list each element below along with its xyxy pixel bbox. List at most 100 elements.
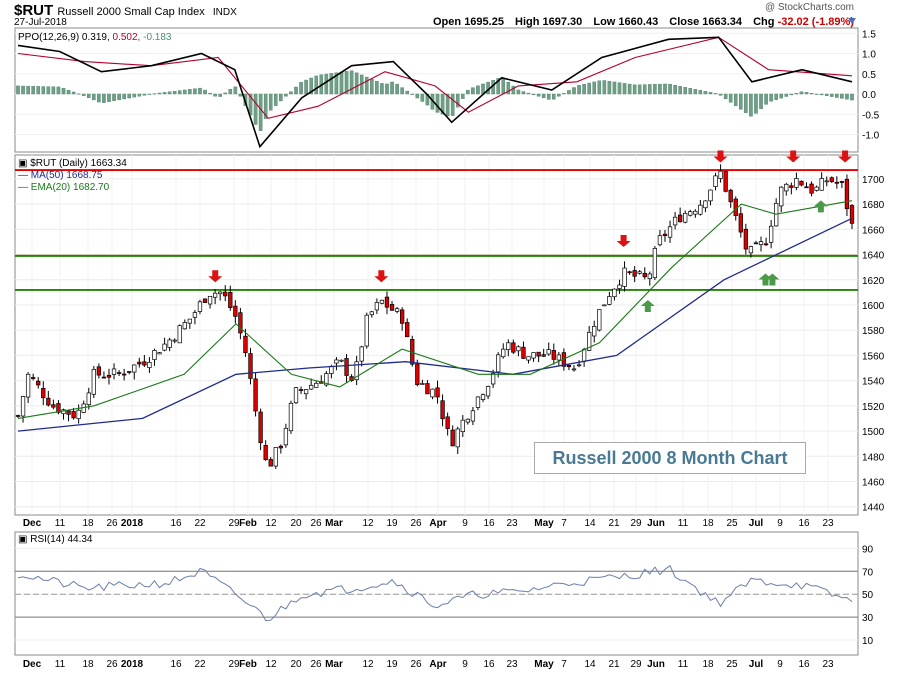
ppo-histogram-bar <box>658 83 662 95</box>
candle-body <box>212 292 218 298</box>
candle-body <box>455 428 460 448</box>
ppo-histogram-bar <box>273 93 278 106</box>
candle-body <box>849 205 855 224</box>
candle-body <box>536 351 541 357</box>
price-label-part: ▣ $RUT (Daily) 1663.34 <box>18 158 127 169</box>
ppo-histogram-bar <box>506 81 511 95</box>
x-axis-label: 11 <box>678 659 689 670</box>
ppo-histogram-bar <box>344 71 349 95</box>
candle-body <box>20 396 26 417</box>
candle-body <box>374 302 380 311</box>
candle-body <box>450 429 455 447</box>
candle-body <box>571 368 577 371</box>
ppo-label: PPO(12,26,9) 0.319, 0.502, -0.183 <box>18 32 172 43</box>
candle-body <box>41 388 46 399</box>
candle-body <box>152 350 157 360</box>
ppo-histogram-bar <box>410 93 415 95</box>
ppo-histogram-bar <box>294 86 298 95</box>
exchange: INDX <box>212 7 237 18</box>
price-tick-label: 1500 <box>862 427 885 438</box>
ppo-histogram-bar <box>132 93 137 98</box>
ppo-histogram-bar <box>744 93 748 113</box>
ppo-histogram-bar <box>749 93 753 117</box>
ppo-histogram-bar <box>466 89 470 95</box>
ppo-tick-label: 0.5 <box>862 70 876 81</box>
ppo-tick-label: -1.0 <box>862 131 880 142</box>
x-axis-label: 2018 <box>121 518 144 529</box>
x-axis-label: 12 <box>265 659 277 670</box>
up-arrow-marker <box>640 299 655 312</box>
ppo-histogram-bar <box>228 89 233 95</box>
ppo-histogram-bar <box>718 93 723 96</box>
candle-body <box>384 296 390 308</box>
candle-body <box>172 339 177 342</box>
down-arrow-marker <box>616 234 631 247</box>
candle-body <box>76 409 81 419</box>
x-axis-label: Feb <box>239 659 257 670</box>
x-axis-label: 19 <box>386 659 398 670</box>
ppo-histogram-bar <box>476 85 480 95</box>
annotation-text: Russell 2000 8 Month Chart <box>552 448 788 468</box>
candle-body <box>556 354 561 361</box>
candle-body <box>283 427 289 446</box>
candle-body <box>369 311 374 316</box>
ema20-line <box>17 200 853 419</box>
x-axis-label: 11 <box>55 518 66 529</box>
ppo-histogram-bar <box>678 86 682 95</box>
ppo-histogram-bar <box>71 91 76 95</box>
candle-body <box>758 241 764 245</box>
candle-body <box>566 364 572 368</box>
candle-body <box>344 358 349 376</box>
x-axis-label: 18 <box>702 518 714 529</box>
ppo-histogram-bar <box>551 93 556 100</box>
chevron-down-icon[interactable] <box>848 18 856 24</box>
candle-body <box>71 411 76 419</box>
ppo-histogram-bar <box>324 73 329 95</box>
x-axis-label: 12 <box>362 659 374 670</box>
ppo-histogram-bar <box>450 93 455 116</box>
candle-body <box>228 292 233 309</box>
candle-body <box>642 272 647 278</box>
candle-body <box>405 322 410 338</box>
x-axis-label: 16 <box>483 518 495 529</box>
ppo-histogram-bar <box>127 93 131 99</box>
ppo-histogram-bar <box>693 89 698 95</box>
candle-body <box>627 271 632 274</box>
open-label: Open <box>433 16 462 28</box>
ppo-histogram-bar <box>263 93 268 119</box>
candle-body <box>56 403 61 413</box>
ppo-histogram-bar <box>587 82 591 95</box>
candle-body <box>187 318 193 324</box>
ppo-histogram-bar <box>617 82 622 95</box>
x-axis-label: 12 <box>265 518 277 529</box>
x-axis-label: 29 <box>228 659 240 670</box>
ppo-histogram-bar <box>26 85 30 95</box>
down-arrow-marker <box>374 270 389 283</box>
candle-body <box>708 189 713 202</box>
candle-body <box>819 178 824 191</box>
candle-body <box>394 308 400 312</box>
ppo-histogram-bar <box>142 93 147 96</box>
ppo-histogram-bar <box>309 77 313 95</box>
chart-date: 27-Jul-2018 <box>14 17 67 28</box>
ppo-histogram-bar <box>233 86 238 95</box>
panel-frame <box>14 27 859 153</box>
ppo-histogram-bar <box>824 93 829 96</box>
ppo-histogram-bar <box>835 93 839 98</box>
candle-body <box>202 298 208 303</box>
ppo-histogram-bar <box>188 89 192 95</box>
candle-body <box>389 304 395 311</box>
rsi-tick-label: 70 <box>862 567 874 578</box>
close-label: Close <box>669 16 700 28</box>
candle-body <box>470 410 476 422</box>
ppo-histogram-bar <box>774 93 778 100</box>
ppo-histogram-bar <box>375 81 379 95</box>
ppo-histogram-bar <box>759 93 763 110</box>
ppo-histogram-bar <box>238 93 243 97</box>
ppo-histogram-bar <box>698 90 703 95</box>
x-axis-label: 11 <box>678 518 689 529</box>
x-axis-label: 18 <box>702 659 714 670</box>
ppo-histogram-bar <box>850 93 854 101</box>
candle-body <box>278 445 283 449</box>
candle-body <box>612 288 617 298</box>
